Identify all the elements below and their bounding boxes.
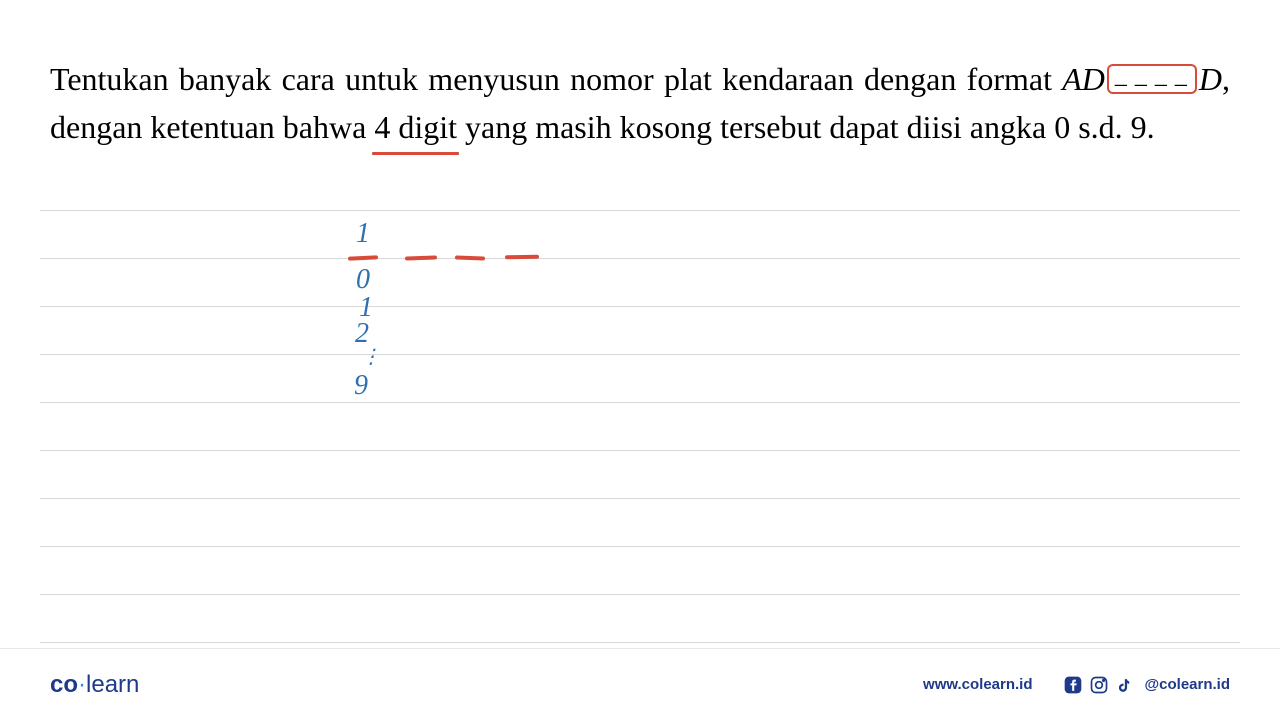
ruled-area: 1 0 1 2 ⋮ 9 <box>40 210 1240 645</box>
question-text: Tentukan banyak cara untuk menyusun nomo… <box>50 55 1230 151</box>
facebook-icon[interactable] <box>1063 675 1083 695</box>
ruled-line <box>40 210 1240 211</box>
format-prefix: AD <box>1062 61 1105 97</box>
logo-co: co <box>50 671 78 698</box>
ruled-line <box>40 258 1240 259</box>
logo: co·learn <box>50 671 139 699</box>
format-suffix: D <box>1199 61 1222 97</box>
four-digit-underlined: 4 digit <box>374 103 457 151</box>
ruled-line <box>40 402 1240 403</box>
slot-dash-1 <box>348 255 378 261</box>
logo-dot: · <box>78 671 86 698</box>
question-part-1: Tentukan banyak cara untuk menyusun nomo… <box>50 61 1062 97</box>
social-handle[interactable]: @colearn.id <box>1145 676 1230 693</box>
question-part-3: yang masih kosong tersebut dapat diisi a… <box>457 109 1155 145</box>
footer-right: www.colearn.id @colearn.id <box>923 675 1230 695</box>
blank-box <box>1107 64 1197 94</box>
slot-dash-2 <box>405 255 437 260</box>
slot-dash-4 <box>505 255 539 260</box>
ruled-line <box>40 354 1240 355</box>
logo-learn: learn <box>86 671 139 698</box>
question-area: Tentukan banyak cara untuk menyusun nomo… <box>0 0 1280 171</box>
slot-dash-3 <box>455 255 485 260</box>
website-link[interactable]: www.colearn.id <box>923 676 1032 693</box>
tiktok-icon[interactable] <box>1115 675 1135 695</box>
instagram-icon[interactable] <box>1089 675 1109 695</box>
footer: co·learn www.colearn.id @colearn.id <box>0 648 1280 720</box>
ruled-line <box>40 546 1240 547</box>
handwritten-digit-9: 9 <box>354 370 368 402</box>
ruled-line <box>40 450 1240 451</box>
ruled-line <box>40 642 1240 643</box>
ruled-line <box>40 594 1240 595</box>
ruled-line <box>40 498 1240 499</box>
social-group: @colearn.id <box>1063 675 1230 695</box>
ruled-line <box>40 306 1240 307</box>
handwritten-dots: ⋮ <box>361 344 381 369</box>
handwritten-count: 1 <box>356 218 370 250</box>
